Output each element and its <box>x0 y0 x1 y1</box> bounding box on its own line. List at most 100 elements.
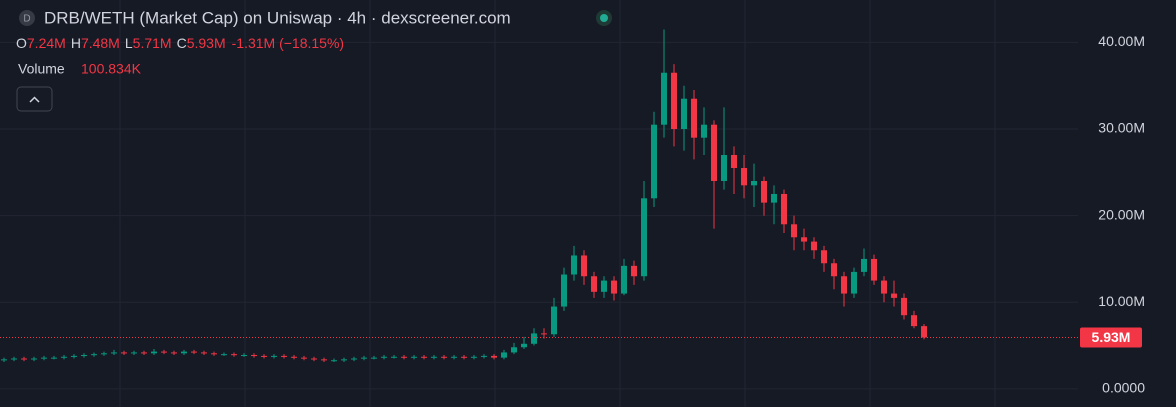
candle-body <box>891 293 897 298</box>
candle-body <box>171 352 177 354</box>
candle-body <box>401 356 407 358</box>
candle-body <box>881 280 887 294</box>
candle-body <box>421 356 427 358</box>
volume-label: Volume <box>18 61 65 77</box>
candle-body <box>221 354 227 356</box>
candle-body <box>151 351 157 354</box>
candle-body <box>321 359 327 361</box>
candle-body <box>581 255 587 277</box>
candle-body <box>871 258 877 281</box>
candle-body <box>81 355 87 357</box>
candle-body <box>191 351 197 353</box>
candle-body <box>681 98 687 130</box>
candle-body <box>521 343 527 348</box>
candle-body <box>691 98 697 138</box>
y-tick-label: 0.0000 <box>1102 380 1145 396</box>
candle-body <box>731 155 737 168</box>
candle-body <box>21 358 27 360</box>
candle-body <box>411 356 417 358</box>
ohlc-legend: O7.24M H7.48M L5.71M C5.93M -1.31M (−18.15%) <box>16 35 344 51</box>
candle-body <box>811 241 817 251</box>
candle-body <box>211 353 217 355</box>
candle-body <box>231 354 237 356</box>
candle-body <box>71 355 77 357</box>
candle-body <box>771 193 777 203</box>
candle-body <box>531 333 537 344</box>
candle-body <box>1 359 7 361</box>
candle-body <box>641 198 647 277</box>
candle-body <box>511 347 517 353</box>
ohlc-value: 7.48M <box>81 35 120 51</box>
candle-body <box>241 355 247 357</box>
collapse-button-frame[interactable] <box>16 86 53 112</box>
collapse-icon[interactable] <box>29 96 40 103</box>
candle-body <box>281 355 287 357</box>
candle-body <box>111 352 117 354</box>
candle-body <box>431 356 437 358</box>
volume-value: 100.834K <box>81 61 142 77</box>
candle-body <box>141 352 147 354</box>
candle-body <box>61 356 67 358</box>
candle-body <box>831 263 837 277</box>
candle-body <box>701 124 707 138</box>
candle-body <box>131 352 137 354</box>
candle-body <box>751 180 757 186</box>
candle-body <box>921 326 927 338</box>
candle-body <box>791 224 797 238</box>
candle-body <box>781 193 787 225</box>
candle-body <box>121 352 127 354</box>
candle-body <box>291 356 297 358</box>
candle-body <box>861 258 867 272</box>
ohlc-key: L <box>125 35 133 51</box>
candle-body <box>271 355 277 357</box>
candle-body <box>721 155 727 181</box>
candle-body <box>91 354 97 356</box>
candle-body <box>201 352 207 354</box>
candle-body <box>571 255 577 275</box>
candle-body <box>31 358 37 360</box>
candle-body <box>471 356 477 358</box>
time-grid <box>119 0 996 407</box>
candle-body <box>351 358 357 360</box>
candle-body <box>911 315 917 327</box>
ohlc-change: -1.31M (−18.15%) <box>232 35 344 51</box>
candle-body <box>501 352 507 358</box>
candle-body <box>41 357 47 359</box>
header: D DRB/WETH (Market Cap) on Uniswap · 4h … <box>16 8 612 112</box>
candle-body <box>451 356 457 358</box>
price-axis: 0.0000 10.00M 20.00M 30.00M 40.00M 5.93M <box>1080 33 1145 396</box>
candle-body <box>301 357 307 359</box>
candle-body <box>821 250 827 264</box>
candle-body <box>441 356 447 358</box>
symbol-icon-letter: D <box>23 14 30 25</box>
candle-body <box>671 72 677 130</box>
last-price-label: 5.93M <box>1092 329 1131 345</box>
candle-body <box>801 237 807 242</box>
candle-body <box>551 306 557 335</box>
candle-body <box>841 276 847 294</box>
candle-body <box>901 297 907 316</box>
status-dot <box>600 14 608 22</box>
plot-area <box>0 29 1078 390</box>
candle-body <box>761 180 767 203</box>
candle-body <box>311 358 317 360</box>
y-tick-label: 30.00M <box>1098 120 1145 136</box>
collapse-button[interactable] <box>16 86 53 112</box>
candle-body <box>101 353 107 355</box>
last-price-badge <box>1080 327 1142 348</box>
candle-body <box>561 274 567 307</box>
candle-body <box>341 359 347 361</box>
candle-body <box>611 280 617 294</box>
candle-body <box>331 360 337 362</box>
ohlc-value: 7.24M <box>27 35 66 51</box>
candle-body <box>631 265 637 277</box>
candle-body <box>51 357 57 359</box>
candle-body <box>391 356 397 358</box>
candle-body <box>621 265 627 294</box>
y-tick-label: 40.00M <box>1098 33 1145 49</box>
symbol-icon <box>19 10 35 26</box>
candle-body <box>491 355 497 358</box>
candle-body <box>591 276 597 292</box>
candle-body <box>661 72 667 125</box>
